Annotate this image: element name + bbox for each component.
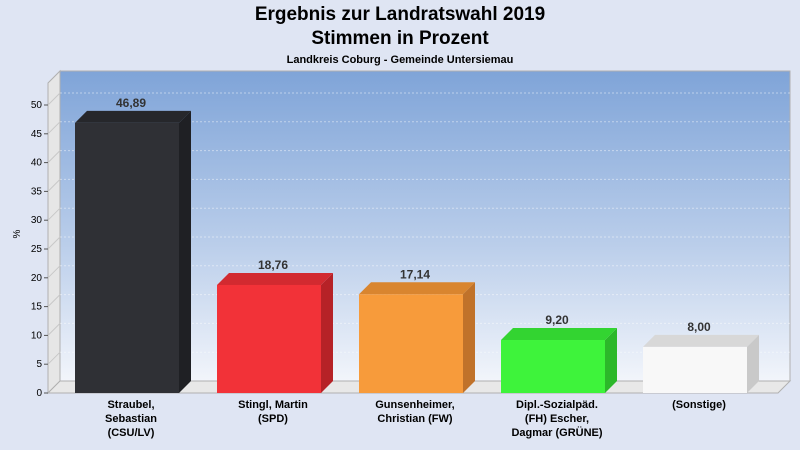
bar-4 — [501, 328, 617, 393]
bar-front — [217, 284, 321, 393]
value-label: 17,14 — [400, 267, 430, 281]
y-tick-label: 0 — [36, 388, 42, 399]
gridline-side — [47, 121, 61, 135]
bar-1 — [75, 110, 191, 393]
bar-top — [75, 110, 191, 123]
bar-front — [359, 294, 463, 393]
category-label-line: (SPD) — [258, 413, 288, 425]
y-tick-label: 25 — [31, 244, 43, 255]
chart-title: Ergebnis zur Landratswahl 2019 — [254, 4, 546, 25]
category-label-line: Dipl.-Sozialpäd. — [516, 399, 598, 411]
value-labels: 46,89 18,76 17,14 9,20 8,00 — [116, 96, 711, 334]
bar-side — [463, 282, 475, 393]
category-label-line: Dagmar (GRÜNE) — [511, 426, 602, 439]
gridline-side — [47, 323, 61, 336]
bar-top — [501, 328, 617, 341]
gridline-side — [47, 179, 61, 192]
bar-front — [501, 340, 605, 393]
y-tick-label: 40 — [31, 158, 43, 169]
gridline-side — [47, 351, 61, 365]
category-label: (Sonstige) — [672, 399, 726, 411]
category-label-line: Sebastian — [105, 413, 157, 425]
bar-front — [643, 346, 747, 393]
category-label-line: Straubel, — [107, 399, 154, 411]
gridline-side — [47, 265, 61, 279]
category-label-line: (CSU/LV) — [108, 427, 155, 439]
y-tick-label: 10 — [31, 330, 43, 341]
value-label: 46,89 — [116, 96, 146, 110]
bar-top — [359, 282, 475, 295]
category-label: Stingl, Martin (SPD) — [238, 399, 308, 425]
category-label-line: (Sonstige) — [672, 399, 726, 411]
y-axis-label: % — [12, 229, 23, 238]
chart-subtitle: Landkreis Coburg - Gemeinde Untersiemau — [286, 54, 514, 66]
category-label-line: Christian (FW) — [377, 413, 452, 425]
bar-side — [179, 110, 191, 393]
y-tick-label: 45 — [31, 129, 43, 140]
bar-3 — [359, 282, 475, 393]
y-tick-label: 15 — [31, 302, 43, 313]
gridline-side — [47, 294, 61, 307]
bar-2 — [217, 272, 333, 393]
gridline-side — [47, 236, 61, 250]
bars — [75, 110, 759, 393]
bar-front — [75, 122, 179, 393]
y-tick-label: 5 — [36, 359, 42, 370]
gridline-side — [47, 207, 61, 221]
value-label: 9,20 — [545, 313, 569, 327]
y-tick-label: 30 — [31, 215, 43, 226]
category-label-line: Gunsenheimer, — [375, 399, 454, 411]
bar-side — [747, 334, 759, 393]
value-label: 8,00 — [687, 320, 711, 334]
gridline-side — [47, 150, 61, 163]
category-label: Dipl.-Sozialpäd. (FH) Escher, Dagmar (GRÜN… — [511, 399, 602, 439]
category-label-line: (FH) Escher, — [525, 413, 589, 425]
y-tick-label: 50 — [31, 100, 43, 111]
gridline-side — [47, 92, 61, 106]
y-tick-label: 20 — [31, 273, 43, 284]
category-labels: Straubel, Sebastian (CSU/LV) Stingl, Martin… — [105, 399, 726, 439]
bar-5 — [643, 334, 759, 393]
plot-side-wall — [47, 69, 61, 395]
chart-title-line2: Stimmen in Prozent — [311, 28, 489, 49]
category-label: Gunsenheimer, Christian (FW) — [375, 399, 454, 425]
y-tick-label: 35 — [31, 186, 43, 197]
y-axis: 0 5 10 15 20 25 30 35 40 45 50 — [31, 100, 48, 399]
bar-top — [643, 334, 759, 347]
bar-top — [217, 272, 333, 285]
bar-side — [321, 272, 333, 393]
value-label: 18,76 — [258, 258, 288, 272]
category-label-line: Stingl, Martin — [238, 399, 308, 411]
bar-side — [605, 328, 617, 393]
category-label: Straubel, Sebastian (CSU/LV) — [105, 399, 157, 439]
